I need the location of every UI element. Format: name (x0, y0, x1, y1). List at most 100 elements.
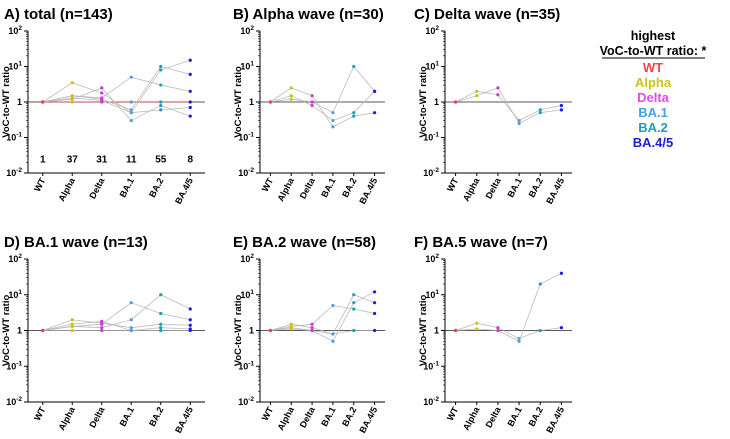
y-tick-label: 10-1 (6, 132, 22, 143)
series-line-alpha-highest (270, 323, 375, 335)
data-point-ba-2-highest-ba-4-5 (188, 72, 192, 76)
data-point-ba-1-highest-ba-4-5 (188, 318, 192, 322)
data-point-alpha-highest-delta (310, 326, 314, 330)
data-point-ba-1-highest-ba-2 (352, 307, 356, 311)
data-point-wt-highest-ba-2 (159, 100, 163, 104)
tick-exponent: 2 (250, 253, 254, 260)
tick-exponent: 2 (435, 253, 439, 260)
tick-exponent: -2 (248, 167, 254, 174)
series-line-ba-4-5-highest (270, 291, 375, 342)
data-point-alpha-highest-alpha (475, 89, 479, 93)
tick-exponent: 1 (435, 289, 439, 296)
data-point-ba-4-5-highest-wt (268, 328, 273, 333)
panel-3: C) Delta wave (n=35) VoC-to-WT ratio 10-2 1… (414, 6, 572, 206)
count-label-ba-4-5: 8 (187, 154, 193, 165)
y-tick-label: 1 (17, 326, 22, 336)
x-tick-label-ba-1: BA.1 (319, 405, 337, 428)
y-tick-label: 102 (8, 25, 22, 36)
data-point-ba-1-highest-delta (100, 322, 104, 326)
y-tick-label: 101 (425, 289, 439, 300)
data-point-wt-highest-alpha (70, 100, 74, 104)
data-point-delta-highest-delta (100, 86, 104, 90)
data-point-alpha-highest-alpha (70, 318, 74, 322)
data-point-ba-4-5-highest-ba-2 (352, 111, 356, 115)
x-tick-label-ba-2: BA.2 (340, 405, 358, 428)
x-tick-label-delta: Delta (484, 175, 504, 200)
data-point-ba-2-highest-wt (41, 328, 45, 333)
tick-exponent: -2 (433, 396, 439, 403)
panel-title: B) Alpha wave (n=30) (233, 6, 384, 23)
x-tick-label-alpha: Alpha (461, 175, 482, 203)
tick-exponent: 1 (18, 61, 22, 68)
data-point-wt-highest-ba-4-5 (188, 100, 192, 104)
data-point-delta-highest-wt (453, 100, 458, 104)
x-tick-label-wt: WT (260, 405, 276, 422)
data-point-ba-2-highest-ba-1 (331, 332, 335, 336)
x-tick-label-ba-2: BA.2 (340, 176, 358, 199)
y-tick-label: 101 (8, 289, 22, 300)
data-point-alpha-highest-alpha (475, 321, 479, 325)
series-line-ba-1-highest (270, 305, 375, 331)
data-point-ba-2-highest-ba-4-5 (188, 307, 192, 311)
y-axis-label: VoC-to-WT ratio (1, 66, 12, 138)
series-line-ba-2-highest (270, 294, 375, 335)
data-point-ba-4-5-highest-ba-2 (538, 282, 542, 286)
panel-2: B) Alpha wave (n=30) VoC-to-WT ratio 10-2 1… (233, 6, 385, 206)
series-line-ba-1-highest (42, 76, 191, 103)
legend-title-line-2: VoC-to-WT ratio: * (600, 44, 707, 58)
data-point-ba-1-highest-ba-2 (159, 83, 163, 87)
data-point-ba-4-5-highest-wt (453, 328, 458, 333)
panel-title: F) BA.5 wave (n=7) (414, 234, 548, 251)
data-point-ba-4-5-highest-delta (310, 328, 314, 333)
series-line-alpha-highest (42, 319, 191, 331)
data-point-alpha-highest-ba-2 (538, 108, 542, 112)
y-tick-label: 10-1 (6, 360, 22, 371)
panel-title: C) Delta wave (n=35) (414, 6, 560, 23)
data-point-ba-1-highest-ba-4-5 (188, 89, 192, 93)
y-tick-label: 1 (249, 97, 254, 107)
x-tick-label-ba-4-5: BA.4/5 (173, 405, 195, 434)
x-tick-label-ba-2: BA.2 (527, 405, 545, 428)
panel-1: A) total (n=143) VoC-to-WT ratio 10-2 10-1 1… (1, 6, 205, 206)
data-point-ba-1-highest-ba-2 (159, 311, 163, 316)
data-point-ba-1-highest-ba-1 (129, 75, 133, 79)
tick-exponent: -1 (16, 132, 22, 139)
series-line-ba-4-5-highest (455, 272, 562, 342)
data-point-delta-highest-alpha (70, 322, 74, 326)
y-axis-label: VoC-to-WT ratio (233, 295, 244, 367)
y-tick-label: 10-2 (238, 167, 254, 178)
data-point-alpha-highest-ba-4-5 (372, 328, 377, 333)
data-point-ba-4-5-highest-ba-4-5 (559, 271, 564, 275)
y-tick-label: 10-2 (238, 396, 254, 407)
data-point-alpha-highest-delta (100, 91, 104, 95)
data-point-ba-2-highest-alpha (289, 97, 293, 101)
data-point-delta-highest-delta (496, 86, 500, 90)
data-point-alpha-highest-ba-2 (538, 328, 542, 333)
data-point-delta-highest-ba-2 (159, 103, 163, 108)
data-point-delta-highest-ba-1 (129, 118, 133, 123)
data-point-ba-2-highest-ba-2 (352, 293, 356, 297)
data-point-ba-2-highest-alpha (70, 94, 74, 98)
y-tick-label: 102 (240, 253, 254, 264)
y-tick-label: 102 (8, 253, 22, 264)
count-label-ba-2: 55 (155, 154, 167, 165)
x-tick-label-delta: Delta (87, 404, 107, 429)
x-tick-label-delta: Delta (298, 175, 318, 200)
data-point-ba-4-5-highest-ba-1 (129, 111, 133, 115)
x-tick-label-alpha: Alpha (56, 175, 77, 203)
data-point-ba-4-5-highest-delta (310, 103, 314, 108)
data-point-ba-2-highest-ba-1 (129, 108, 133, 112)
x-tick-label-ba-4-5: BA.4/5 (357, 176, 379, 205)
data-point-delta-highest-ba-4-5 (188, 114, 192, 118)
y-tick-label: 10-2 (6, 167, 22, 178)
y-tick-label: 102 (425, 25, 439, 36)
x-tick-label-wt: WT (445, 405, 461, 422)
x-tick-label-alpha: Alpha (275, 404, 296, 432)
legend: highest VoC-to-WT ratio: * WT Alpha Delt… (600, 29, 707, 150)
series-line-ba-4-5-highest (270, 91, 375, 122)
legend-item-ba45: BA.4/5 (633, 135, 673, 150)
y-tick-label: 1 (249, 326, 254, 336)
x-tick-label-ba-4-5: BA.4/5 (357, 405, 379, 434)
data-point-ba-2-highest-delta (100, 326, 104, 330)
data-point-ba-1-highest-delta (310, 322, 314, 326)
